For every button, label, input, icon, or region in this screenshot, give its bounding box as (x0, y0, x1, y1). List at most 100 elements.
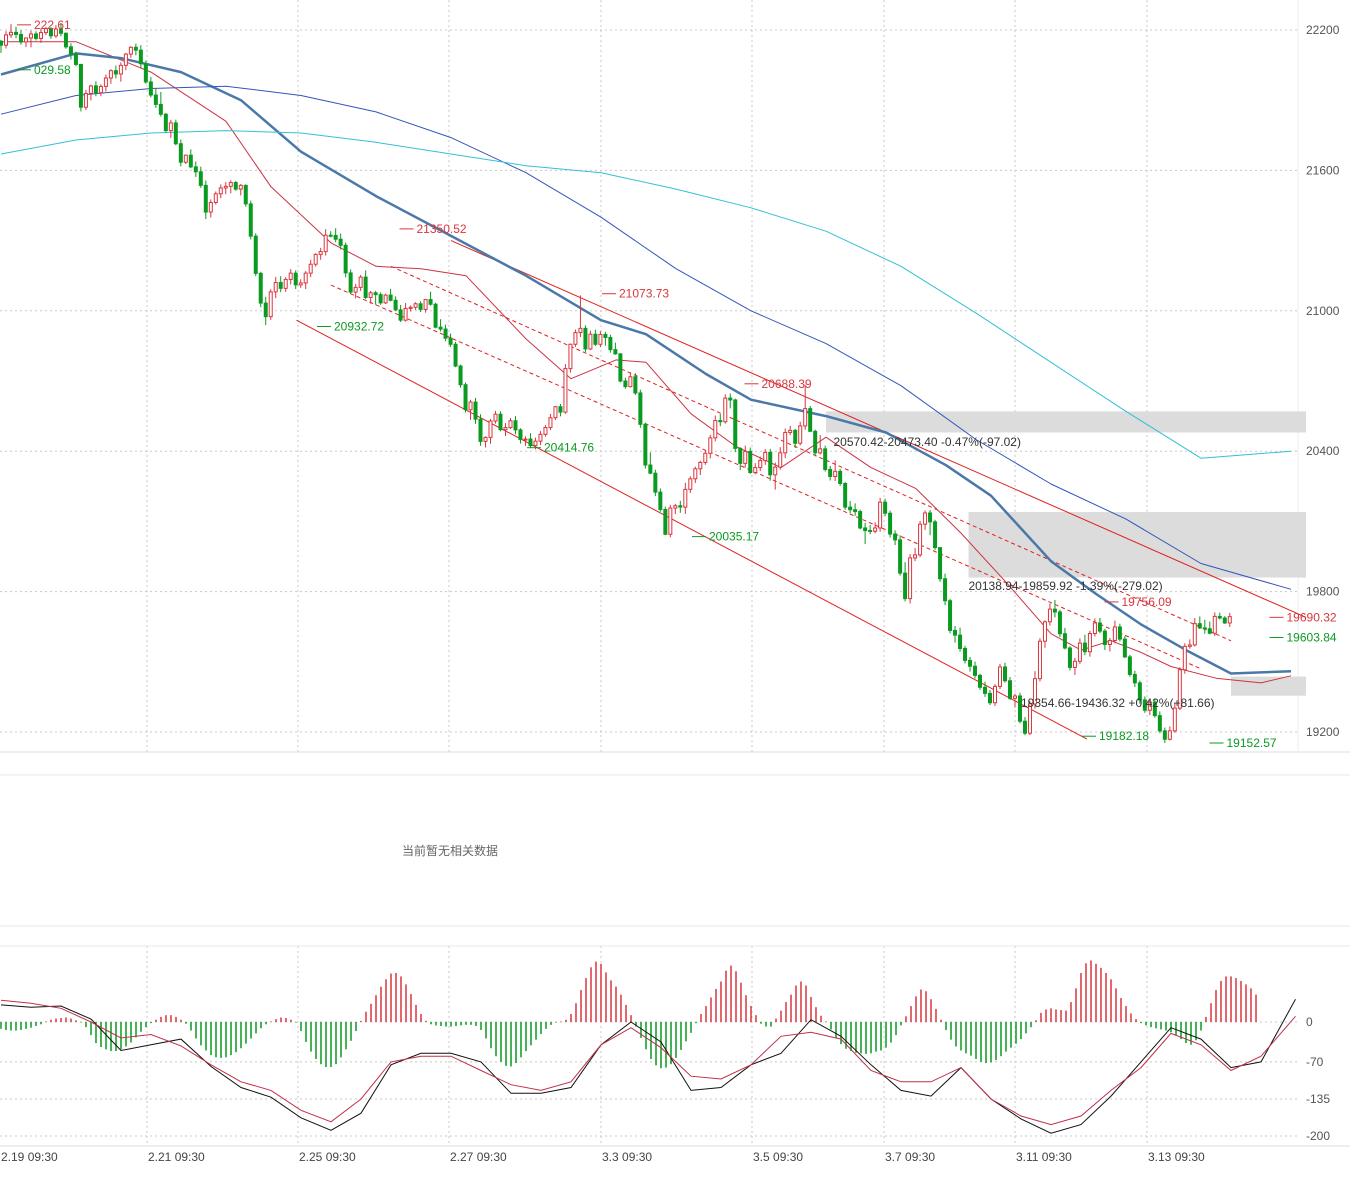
candle (658, 488, 663, 512)
candle (643, 422, 648, 469)
candle-body (798, 425, 803, 444)
candle (793, 428, 798, 448)
candle (288, 269, 293, 285)
candle-body (858, 511, 863, 529)
candle (923, 510, 928, 530)
candle-body (238, 184, 243, 190)
candle (338, 233, 343, 250)
candle (413, 302, 418, 310)
candle-body (393, 299, 398, 311)
candle-body (678, 505, 683, 508)
macd-y-tick-label: -70 (1306, 1055, 1324, 1069)
candle-body (383, 294, 388, 304)
candle (33, 31, 38, 41)
candle (1132, 670, 1137, 688)
candle (1027, 701, 1032, 736)
extreme-price-label: 20414.76 (544, 441, 594, 455)
macd-y-tick-label: -135 (1306, 1092, 1330, 1106)
candle-body (1172, 707, 1177, 732)
candle (998, 663, 1002, 690)
candle (298, 279, 303, 288)
x-tick-label: 3.5 09:30 (753, 1150, 803, 1164)
candle-body (453, 343, 458, 367)
x-tick-label: 2.27 09:30 (450, 1150, 507, 1164)
candle-body (713, 420, 718, 439)
candle-body (353, 286, 358, 293)
candle (558, 403, 563, 417)
candle (698, 460, 703, 476)
candle-body (763, 451, 768, 462)
candle-body (93, 85, 98, 94)
candle-body (568, 343, 573, 370)
candle-body (1182, 645, 1187, 671)
candle-body (633, 376, 638, 394)
candle-body (438, 326, 443, 330)
candle (48, 27, 53, 39)
candle (343, 242, 348, 278)
candle-body (288, 272, 293, 280)
candle (1007, 677, 1012, 700)
candle (1167, 726, 1172, 741)
candle-body (418, 303, 423, 310)
candle (888, 510, 893, 538)
candle (1172, 703, 1177, 733)
candle-body (348, 272, 353, 293)
candle-body (1037, 640, 1042, 680)
candle-body (18, 33, 23, 43)
candle (1212, 612, 1217, 637)
candle-body (708, 437, 713, 454)
candle (383, 293, 388, 305)
x-tick-label: 3.11 09:30 (1016, 1150, 1072, 1164)
candle (128, 46, 133, 58)
candle (218, 184, 223, 199)
candle-body (653, 472, 658, 493)
candle (878, 497, 883, 532)
candle-body (193, 166, 198, 173)
candle-body (0, 40, 3, 46)
candle (118, 62, 123, 82)
candle (583, 325, 588, 353)
candle-body (958, 634, 963, 649)
candle-body (428, 299, 433, 305)
extreme-price-label: 20932.72 (334, 319, 384, 333)
candle-body (1157, 715, 1162, 732)
candle-body (13, 31, 18, 35)
candle-body (368, 292, 373, 298)
extreme-price-label: 19182.18 (1099, 729, 1149, 743)
candle (598, 331, 603, 348)
candle (108, 69, 113, 84)
candle (133, 43, 138, 56)
candle (313, 253, 318, 267)
candle (1217, 612, 1222, 620)
candle (843, 482, 848, 510)
candle-body (1012, 695, 1017, 699)
candle-body (553, 406, 558, 419)
candle (593, 329, 598, 346)
candle-body (1072, 660, 1077, 668)
candle-body (28, 33, 33, 39)
candle (688, 476, 693, 494)
candle (1012, 693, 1017, 708)
candle (818, 435, 823, 455)
candle-body (1122, 638, 1127, 658)
candle (1017, 692, 1022, 724)
candle (1107, 637, 1112, 652)
candle-body (1112, 626, 1117, 642)
candle (758, 456, 763, 472)
candle-body (1142, 699, 1147, 711)
candle-body (613, 349, 618, 355)
candle-body (853, 509, 858, 513)
candle (933, 519, 938, 550)
candle-body (638, 392, 643, 425)
candle (968, 656, 973, 672)
candle (93, 81, 98, 97)
candle-body (1102, 630, 1107, 645)
candle-body (588, 333, 593, 350)
candle (988, 690, 993, 706)
candle-body (1062, 633, 1067, 649)
candle (723, 394, 728, 424)
candle (63, 32, 68, 49)
candle (618, 353, 623, 383)
candle (893, 530, 898, 546)
candle (123, 52, 128, 71)
